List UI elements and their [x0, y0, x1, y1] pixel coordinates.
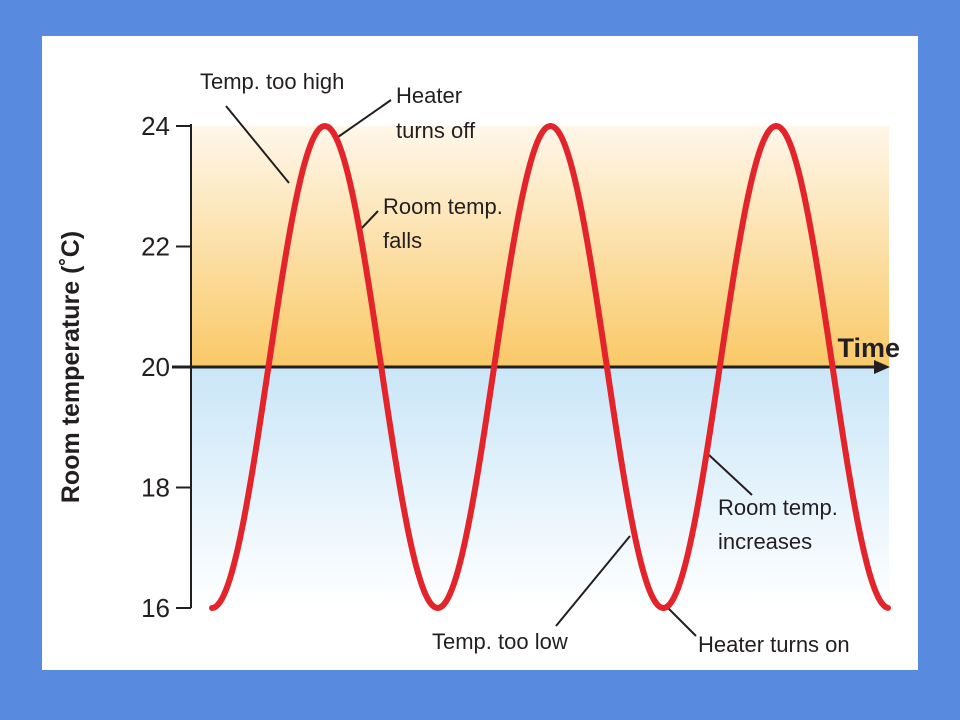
annotation-leaders: [225, 99, 753, 637]
annotation-temp-too-high: Temp. too high: [200, 69, 344, 94]
annotation-heater-turns-off: Heater turns off: [396, 83, 476, 143]
y-axis-ticks: 16 18 20 22 24: [141, 111, 191, 623]
chart-frame: 16 18 20 22 24 Time Room temperature (˚C) Te…: [42, 36, 918, 670]
annotation-temp-too-low: Temp. too low: [432, 629, 568, 654]
annotations: Temp. too high Heater turns off Room temp…: [200, 69, 850, 657]
warm-zone: [191, 126, 889, 367]
y-tick-label-24: 24: [141, 111, 170, 141]
annotation-room-temp-increases: Room temp. increases: [718, 495, 838, 554]
annotation-heater-turns-on: Heater turns on: [698, 632, 850, 657]
x-axis-label: Time: [837, 333, 900, 363]
y-axis-label: Room temperature (˚C): [57, 231, 85, 503]
cool-zone: [191, 367, 889, 608]
leader-temp-too-low: [555, 535, 631, 627]
leader-heater-turns-off: [337, 99, 392, 138]
leader-room-temp-increases: [708, 454, 753, 496]
temperature-curve: [209, 123, 891, 611]
temperature-chart: 16 18 20 22 24 Time Room temperature (˚C) Te…: [57, 69, 900, 657]
y-tick-label-22: 22: [141, 232, 170, 262]
leader-room-temp-falls: [359, 210, 379, 231]
y-tick-label-20: 20: [141, 352, 170, 382]
x-axis-arrowhead: [874, 360, 890, 374]
leader-temp-too-high: [225, 105, 290, 184]
leader-heater-turns-on: [665, 605, 697, 637]
annotation-room-temp-falls: Room temp. falls: [383, 194, 503, 253]
y-tick-label-18: 18: [141, 473, 170, 503]
y-tick-label-16: 16: [141, 593, 170, 623]
